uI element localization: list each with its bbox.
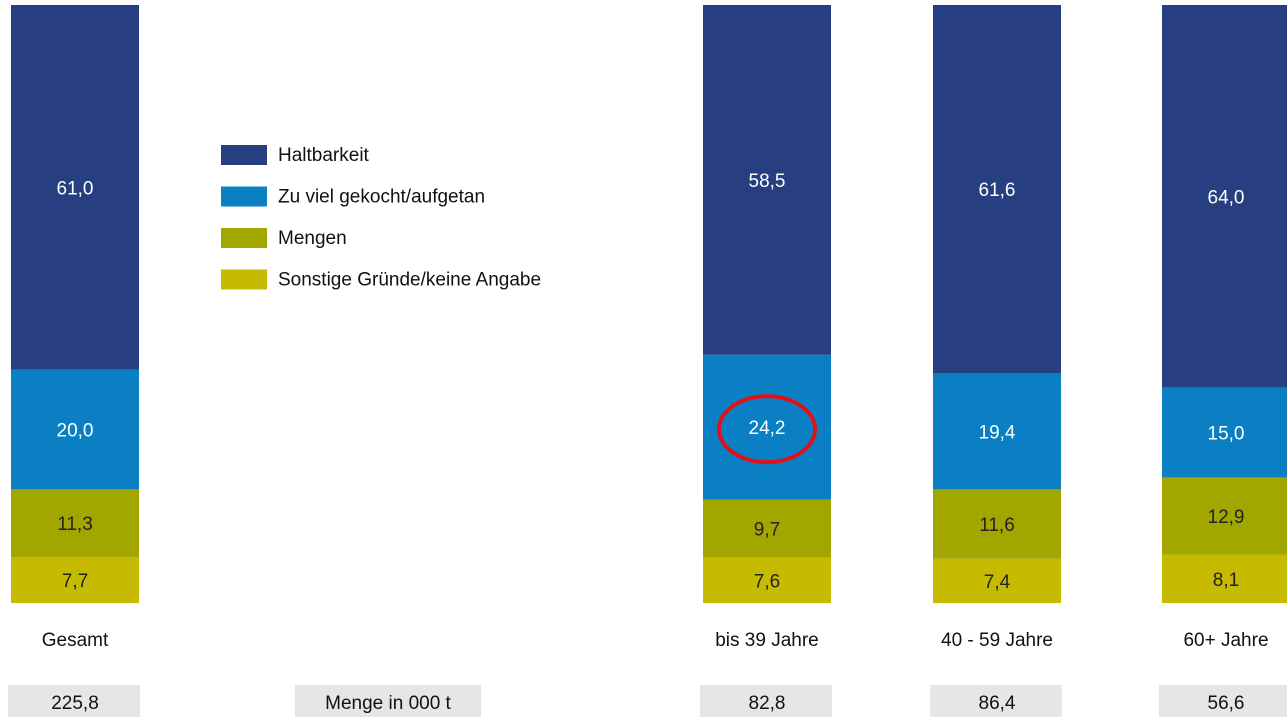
value-label: 61,6 (979, 180, 1016, 201)
bar-segment (11, 369, 139, 490)
value-label: 8,1 (1213, 570, 1239, 591)
total-value: 56,6 (1208, 693, 1245, 714)
value-label: 20,0 (57, 421, 94, 442)
total-box (8, 685, 140, 717)
legend-label: Sonstige Gründe/keine Angabe (278, 270, 541, 291)
total-box (700, 685, 832, 717)
bar-segment (703, 557, 831, 603)
value-label: 7,7 (62, 571, 88, 592)
bar-segment (1162, 554, 1287, 603)
legend-swatch (221, 228, 267, 248)
bar-segment (933, 558, 1061, 603)
bar-segment (703, 354, 831, 500)
x-tick-label: bis 39 Jahre (715, 630, 819, 651)
total-value: 225,8 (51, 693, 99, 714)
value-label: 9,7 (754, 520, 780, 541)
bar-segment (933, 5, 1061, 374)
x-tick-label: Gesamt (42, 630, 109, 651)
value-label: 11,6 (979, 515, 1015, 536)
legend-swatch (221, 269, 267, 290)
legend-swatch (221, 145, 267, 165)
bar-segment (11, 5, 139, 370)
x-tick-label: 60+ Jahre (1183, 630, 1268, 651)
legend-label: Haltbarkeit (278, 145, 370, 166)
legend-label: Mengen (278, 228, 347, 249)
value-label: 7,4 (984, 572, 1011, 593)
bar-segment (1162, 387, 1287, 478)
value-label: 61,0 (57, 178, 94, 199)
total-box (1159, 685, 1287, 717)
bar-segment (933, 489, 1061, 559)
value-label: 24,2 (749, 418, 786, 439)
total-value: 86,4 (979, 693, 1016, 714)
value-label: 15,0 (1208, 424, 1245, 445)
value-label: 12,9 (1208, 507, 1245, 528)
bar-segment (703, 499, 831, 558)
bar-segment (1162, 5, 1287, 388)
legend-label: Zu viel gekocht/aufgetan (278, 187, 485, 208)
value-label: 64,0 (1208, 187, 1245, 208)
highlight-circle (717, 394, 817, 465)
value-label: 58,5 (749, 171, 786, 192)
bar-segment (11, 556, 139, 603)
total-box (295, 685, 481, 717)
bar-segment (11, 489, 139, 557)
value-label: 7,6 (754, 571, 780, 592)
value-label: 19,4 (979, 422, 1016, 443)
legend-swatch (221, 186, 267, 207)
total-value: 82,8 (749, 693, 786, 714)
x-tick-label: 40 - 59 Jahre (941, 630, 1053, 651)
bar-segment (1162, 477, 1287, 555)
totals-label: Menge in 000 t (325, 693, 451, 714)
total-box (930, 685, 1062, 717)
value-label: 11,3 (57, 514, 93, 535)
bar-segment (703, 5, 831, 355)
bar-segment (933, 373, 1061, 490)
